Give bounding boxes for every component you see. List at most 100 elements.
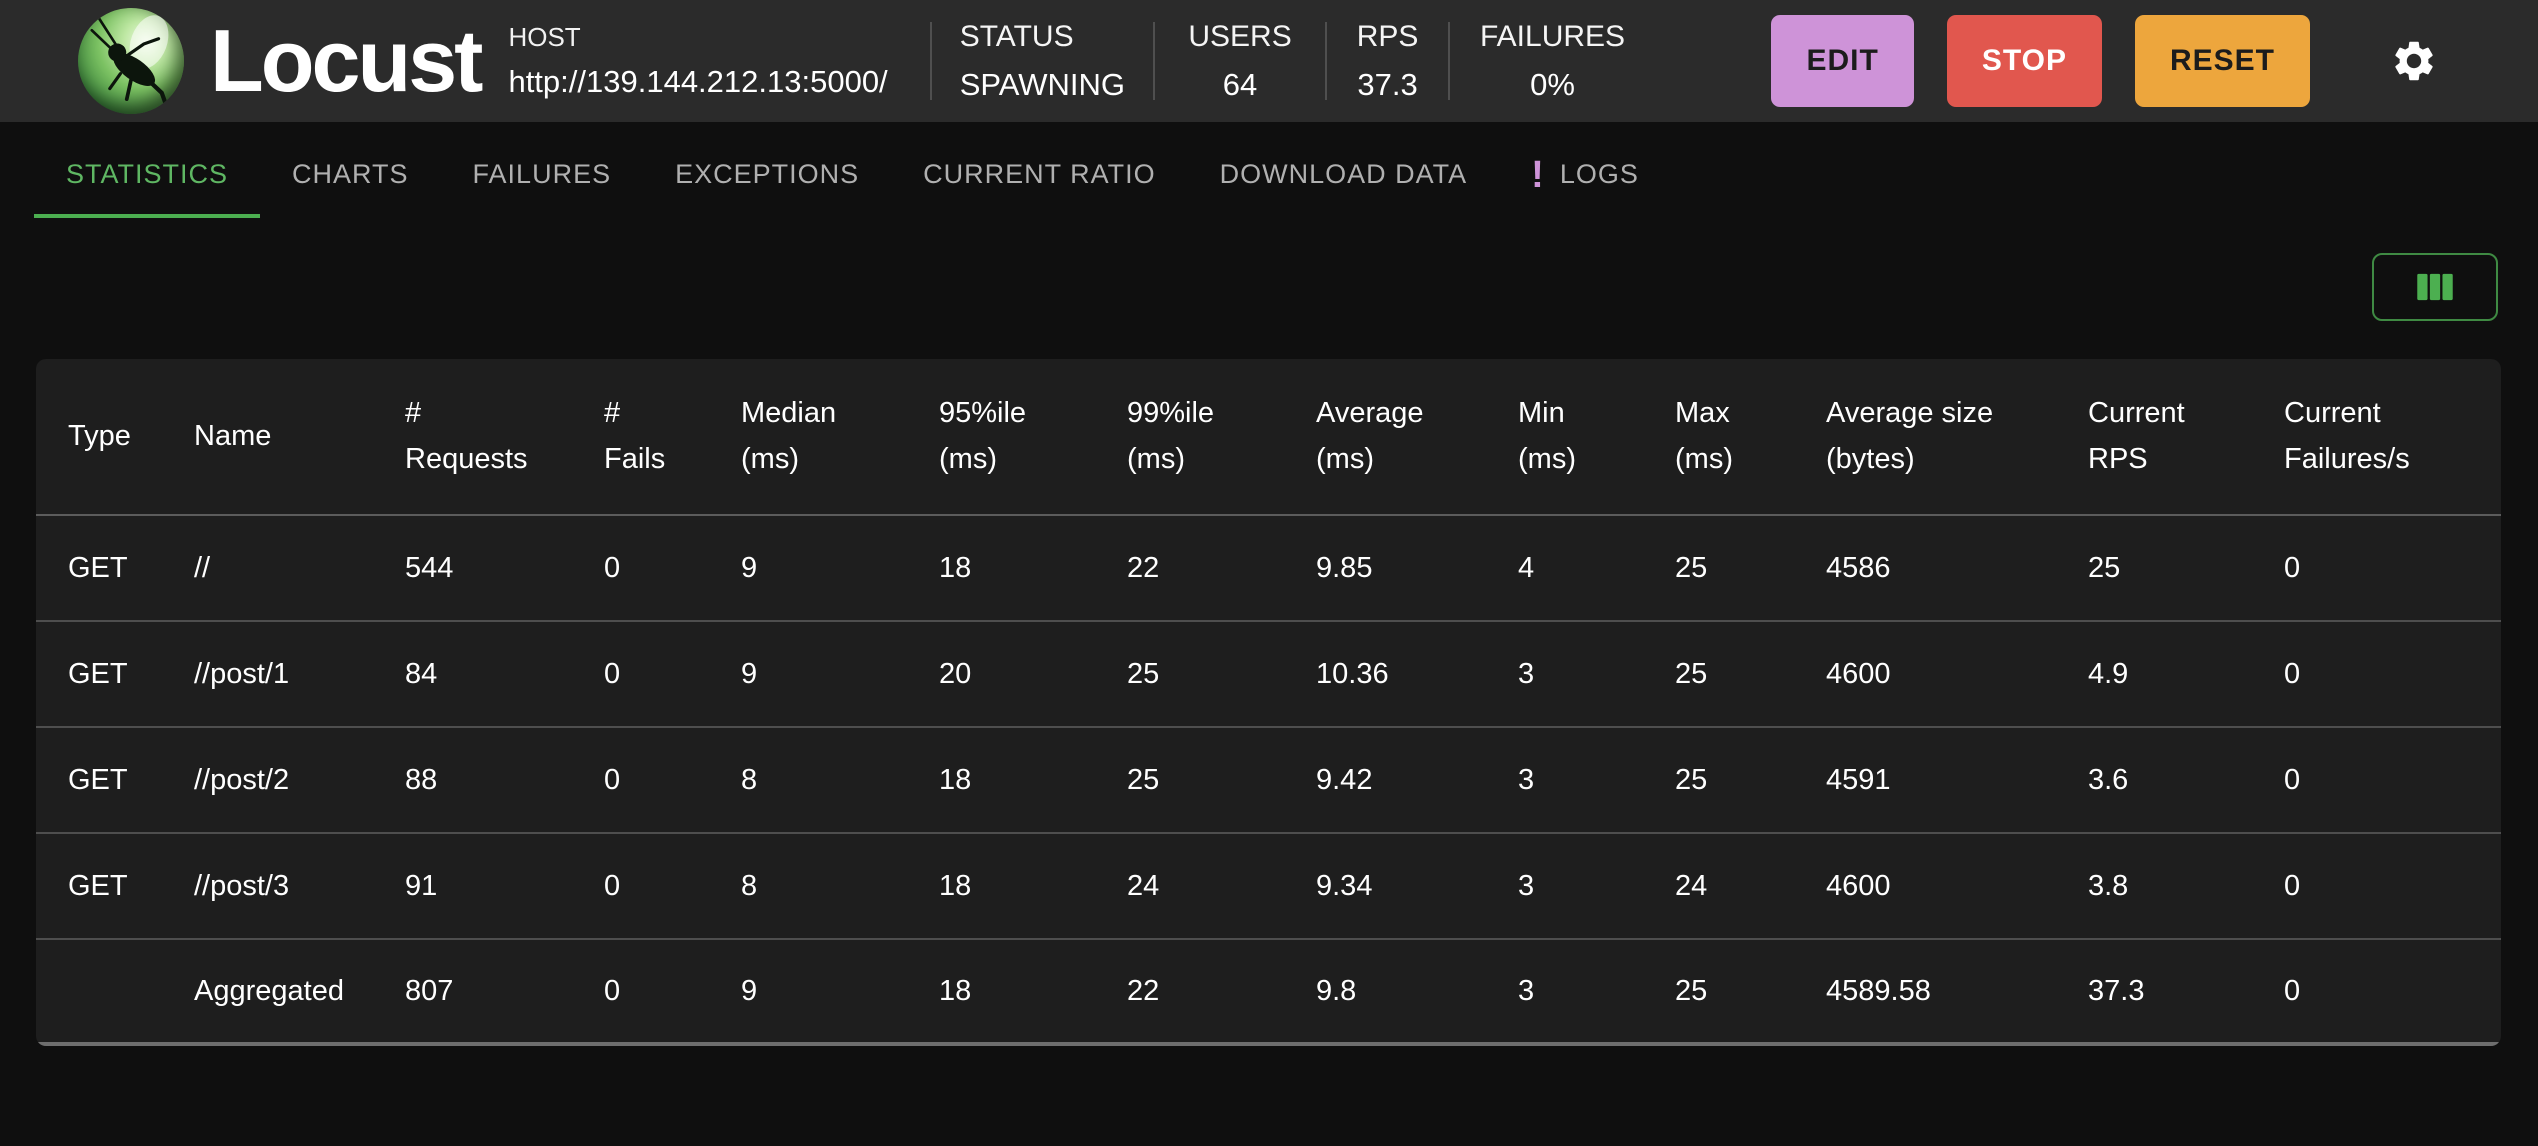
table-cell: GET: [68, 763, 128, 796]
column-header[interactable]: Median (ms): [741, 396, 837, 475]
column-header[interactable]: Min (ms): [1518, 396, 1576, 475]
table-cell: 25: [2088, 551, 2121, 584]
tab-logs[interactable]: ! LOGS: [1499, 122, 1671, 227]
tab-label: DOWNLOAD DATA: [1219, 159, 1468, 189]
column-header[interactable]: Name: [194, 419, 272, 452]
tab-label: CHARTS: [292, 159, 409, 189]
table-cell: 22: [1127, 551, 1160, 584]
table-cell: 18: [939, 869, 972, 902]
table-cell: 4589.58: [1826, 974, 1931, 1007]
table-cell: 18: [939, 763, 972, 796]
table-body: GET//544 0 9 18 22 9.85 4 25 4586 25 0 GET//post/1 8…: [36, 516, 2501, 1046]
column-header[interactable]: Average (ms): [1316, 396, 1424, 475]
view-columns-icon: [2417, 273, 2453, 301]
tab-current-ratio[interactable]: CURRENT RATIO: [891, 122, 1188, 227]
column-header[interactable]: Current RPS: [2088, 396, 2185, 475]
table-cell: 4591: [1826, 763, 1891, 796]
table-cell: 0: [2284, 551, 2301, 584]
table-row: GET //post/3 91 0 8 18 24 9.34 3 24 4600 3.8 0: [36, 834, 2501, 940]
table-cell: 18: [939, 974, 972, 1007]
table-cell: 25: [1675, 551, 1708, 584]
table-cell: 9: [741, 974, 758, 1007]
table-cell: Aggregated: [194, 974, 344, 1007]
divider: [1325, 22, 1328, 100]
table-cell: 22: [1127, 974, 1160, 1007]
table-cell: 4: [1518, 551, 1535, 584]
stat-status: STATUS SPAWNING: [932, 20, 1153, 103]
host-url: http://139.144.212.13:5000/: [508, 64, 888, 99]
app-title: Locust: [210, 11, 483, 110]
table-row: Aggregated 807 0 9 18 22 9.8 3 25 4589.58 37.3 0: [36, 940, 2501, 1046]
table-cell: GET: [68, 869, 128, 902]
table-cell: 88: [405, 763, 438, 796]
column-header[interactable]: Type: [68, 419, 131, 452]
table-cell: 24: [1127, 869, 1160, 902]
table-cell: 4600: [1826, 657, 1891, 690]
table-row: GET // 544 0 9 18 22 9.85 4 25 4586 25 0: [36, 516, 2501, 622]
locust-insect-icon: [90, 15, 170, 110]
tab-failures[interactable]: FAILURES: [441, 122, 644, 227]
table-cell: 0: [604, 657, 621, 690]
tab-charts[interactable]: CHARTS: [260, 122, 441, 227]
column-header[interactable]: 95%ile (ms): [939, 396, 1027, 475]
column-header[interactable]: # Fails: [604, 396, 666, 475]
reset-button[interactable]: RESET: [2134, 15, 2310, 107]
table-cell: 0: [2284, 869, 2301, 902]
statistics-table: Type Name # Requests # Fails Median (ms) 95%i…: [36, 359, 2501, 1046]
header-actions: EDIT STOP RESET: [1771, 15, 2310, 107]
stat-label: STATUS: [959, 19, 1074, 53]
table-cell: 4600: [1826, 869, 1891, 902]
table-cell: 8: [741, 869, 758, 902]
tab-download-data[interactable]: DOWNLOAD DATA: [1188, 122, 1500, 227]
table-cell: GET: [68, 551, 128, 584]
column-header[interactable]: Average size (bytes): [1826, 396, 1994, 475]
table-cell: 9.8: [1316, 974, 1357, 1007]
table-cell: 3: [1518, 657, 1535, 690]
tab-label: LOGS: [1559, 159, 1639, 189]
stat-rps: RPS 37.3: [1327, 20, 1448, 103]
table-cell: 9: [741, 657, 758, 690]
table-cell: 9: [741, 551, 758, 584]
tab-bar: STATISTICS CHARTS FAILURES EXCEPTIONS CU…: [0, 122, 2538, 227]
table-cell: 3: [1518, 974, 1535, 1007]
table-cell: 24: [1675, 869, 1708, 902]
table-cell: 10.36: [1316, 657, 1389, 690]
table-cell: 0: [604, 551, 621, 584]
table-cell: 0: [604, 869, 621, 902]
stat-value: 37.3: [1357, 66, 1418, 102]
table-cell: 0: [604, 763, 621, 796]
column-header[interactable]: Max (ms): [1675, 396, 1733, 475]
table-cell: 25: [1675, 763, 1708, 796]
tab-statistics[interactable]: STATISTICS: [34, 122, 261, 227]
view-columns-button[interactable]: [2372, 253, 2498, 321]
stat-failures: FAILURES 0%: [1450, 20, 1655, 103]
table-cell: 544: [405, 551, 454, 584]
logs-alert-badge-icon: !: [1531, 153, 1545, 196]
table-cell: 807: [405, 974, 454, 1007]
host-info: HOST http://139.144.212.13:5000/: [508, 22, 887, 100]
column-header[interactable]: # Requests: [405, 396, 528, 475]
table-cell: 0: [2284, 974, 2301, 1007]
tab-label: CURRENT RATIO: [923, 159, 1156, 189]
tab-label: FAILURES: [472, 159, 612, 189]
stat-value: 0%: [1530, 66, 1575, 102]
stat-label: FAILURES: [1480, 19, 1626, 53]
divider: [1153, 22, 1156, 100]
tab-exceptions[interactable]: EXCEPTIONS: [643, 122, 891, 227]
table-cell: 91: [405, 869, 438, 902]
settings-gear-icon[interactable]: [2390, 37, 2438, 85]
column-header[interactable]: Current Failures/s: [2284, 396, 2410, 475]
table-cell: 9.34: [1316, 869, 1373, 902]
table-cell: GET: [68, 657, 128, 690]
column-header[interactable]: 99%ile (ms): [1127, 396, 1215, 475]
tab-label: EXCEPTIONS: [675, 159, 860, 189]
divider: [1448, 22, 1451, 100]
table-cell: 0: [2284, 763, 2301, 796]
edit-button[interactable]: EDIT: [1771, 15, 1914, 107]
table-header-row: Type Name # Requests # Fails Median (ms) 95%i…: [36, 359, 2501, 516]
table-cell: //: [194, 551, 211, 584]
stat-label: USERS: [1188, 19, 1292, 53]
table-cell: //post/3: [194, 869, 290, 902]
stop-button[interactable]: STOP: [1946, 15, 2102, 107]
table-cell: 9.85: [1316, 551, 1373, 584]
